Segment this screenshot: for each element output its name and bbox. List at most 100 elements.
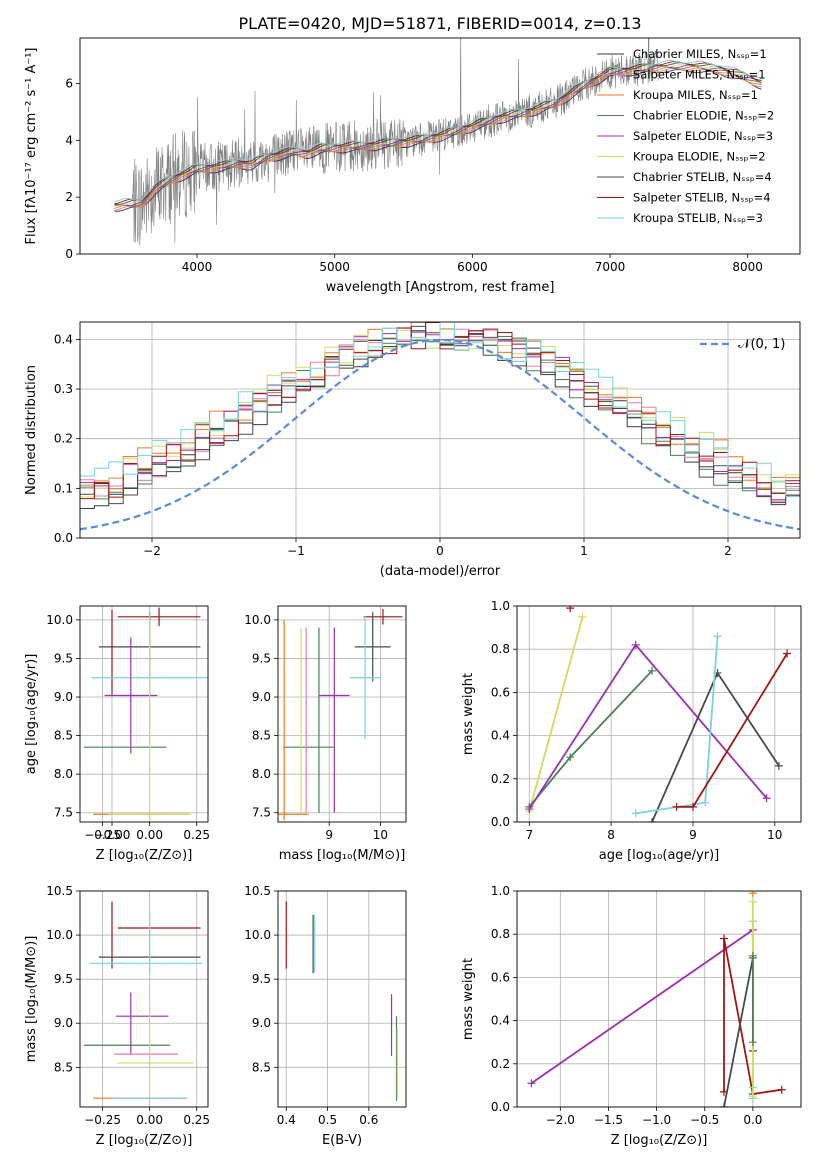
x-tick-label: 6000 xyxy=(457,260,488,274)
x-tick-label: 10 xyxy=(373,828,388,842)
y-tick-label: 2 xyxy=(65,190,73,204)
weight-marker xyxy=(648,666,657,675)
axes-frame xyxy=(79,890,209,1108)
x-axis-label: Z [log₁₀(Z/Z⊙)] xyxy=(96,1133,193,1148)
legend-label-normal: 𝒩(0, 1) xyxy=(738,337,785,352)
weight-marker xyxy=(527,1079,536,1088)
normal-curve xyxy=(80,338,800,531)
y-tick-label: 7.5 xyxy=(252,806,271,820)
axes-frame xyxy=(79,37,801,255)
weight-marker xyxy=(748,951,757,960)
weight-marker xyxy=(748,891,757,898)
weight-marker xyxy=(672,802,681,811)
panel-spectrum: 4000 5000 6000 7000 8000 0 2 4 6 wavelength [Angs… xyxy=(24,37,801,295)
x-axis-label: Z [log₁₀(Z/Z⊙)] xyxy=(611,1133,708,1148)
x-tick-label: 0.00 xyxy=(136,828,163,842)
x-tick-label: 0.00 xyxy=(136,1113,163,1127)
panel-mass-vs-Z: −0.25 0.00 0.25 8.5 9.0 9.5 10.0 10.5 Z [log₁₀(Z… xyxy=(24,884,210,1148)
axes-frame xyxy=(79,605,209,823)
weight-vs-Z-plot xyxy=(527,891,786,1107)
panel-weight-vs-Z: −2.0 −1.5 −1.0 −0.5 0.0 0.0 0.2 0.4 0.6 0.8 1.0 Z [… xyxy=(461,884,802,1148)
x-tick-label: 0.6 xyxy=(359,1113,378,1127)
y-tick-label: 7.5 xyxy=(54,806,73,820)
y-tick-label: 0.1 xyxy=(54,481,73,495)
x-tick-label: −1 xyxy=(287,544,305,558)
legend-label-0: Chabrier MILES, Nₛₛₚ=1 xyxy=(633,47,767,61)
x-tick-label: −1.0 xyxy=(642,1113,671,1127)
y-tick-label: 9.5 xyxy=(252,972,271,986)
panels: 4000 5000 6000 7000 8000 0 2 4 6 wavelength [Angs… xyxy=(24,37,802,1148)
weight-line-4 xyxy=(651,671,780,822)
y-tick-label: 10.5 xyxy=(46,884,73,898)
weight-marker xyxy=(578,612,587,621)
x-tick-label: −2 xyxy=(143,544,161,558)
y-tick-label: 0.2 xyxy=(491,772,510,786)
x-axis-label: Z [log₁₀(Z/Z⊙)] xyxy=(96,848,193,863)
y-tick-label: 8.5 xyxy=(54,1060,73,1074)
y-tick-label: 0 xyxy=(65,247,73,261)
y-tick-label: 0.6 xyxy=(491,685,510,699)
y-tick-label: 0.0 xyxy=(491,1100,510,1114)
x-tick-label: 9 xyxy=(325,828,333,842)
weight-marker xyxy=(748,897,757,906)
age-vs-mass-plot xyxy=(278,609,403,821)
y-tick-label: 0.8 xyxy=(491,927,510,941)
weight-line-0 xyxy=(530,929,754,1084)
y-tick-label: 0.4 xyxy=(491,1014,510,1028)
axes-frame xyxy=(277,605,407,823)
x-tick-label: 0.5 xyxy=(318,1113,337,1127)
legend-label-2: Kroupa MILES, Nₛₛₚ=1 xyxy=(633,88,758,102)
residual-histogram-8 xyxy=(80,322,800,497)
y-tick-label: 0.4 xyxy=(491,729,510,743)
weight-line-1 xyxy=(723,938,782,1096)
y-tick-label: 0.0 xyxy=(491,815,510,829)
y-tick-label: 10.0 xyxy=(46,928,73,942)
panel-age-vs-mass: 9 10 7.5 8.0 8.5 9.0 9.5 10.0 mass [log₁₀(M/M⊙)] xyxy=(244,605,407,863)
axes-frame xyxy=(516,890,802,1108)
y-tick-label: 9.5 xyxy=(252,651,271,665)
panel-age-vs-Z: −0.25−0.00 0.00 0.25 7.5 8.0 8.5 9.0 9.5 10.0 Z [… xyxy=(24,605,210,863)
y-tick-label: 8.0 xyxy=(252,767,271,781)
y-axis-label: age [log₁₀(age/yr)] xyxy=(24,654,39,775)
y-tick-label: 4 xyxy=(65,133,73,147)
legend-label-7: Salpeter STELIB, Nₛₛₚ=4 xyxy=(633,191,771,205)
spectrum-plot xyxy=(114,38,762,246)
y-tick-label: 9.5 xyxy=(54,651,73,665)
mass-vs-Z-plot xyxy=(83,901,203,1099)
x-tick-label: −0.25 xyxy=(84,828,121,842)
y-tick-label: 10.0 xyxy=(46,613,73,627)
observed-spectrum xyxy=(132,38,659,246)
weight-marker xyxy=(566,606,575,613)
x-axis-label: wavelength [Angstrom, rest frame] xyxy=(326,280,555,295)
weight-marker xyxy=(777,1085,786,1094)
weight-vs-age-plot xyxy=(525,606,792,822)
y-tick-label: 0.6 xyxy=(491,970,510,984)
y-tick-label: 1.0 xyxy=(491,599,510,613)
x-tick-label: −2.0 xyxy=(546,1113,575,1127)
model-spectrum-7 xyxy=(114,61,762,205)
weight-marker xyxy=(748,1092,757,1101)
y-axis-label: Normed distribution xyxy=(24,365,39,495)
weight-marker xyxy=(631,640,640,649)
weight-line-0 xyxy=(528,616,584,812)
y-tick-label: 0.2 xyxy=(491,1057,510,1071)
legend-label-1: Salpeter MILES, Nₛₛₚ=1 xyxy=(633,68,766,82)
y-tick-label: 10.0 xyxy=(244,928,271,942)
weight-marker xyxy=(713,632,722,641)
weight-marker xyxy=(701,798,710,807)
legend-label-8: Kroupa STELIB, Nₛₛₚ=3 xyxy=(633,211,763,225)
weight-line-2 xyxy=(723,957,754,1107)
weight-marker xyxy=(525,805,534,814)
y-tick-label: 0.4 xyxy=(54,332,73,346)
weight-marker xyxy=(719,1103,728,1107)
x-tick-label: 10 xyxy=(767,828,782,842)
weight-marker xyxy=(566,753,575,762)
x-tick-label: 0.25 xyxy=(183,1113,210,1127)
model-spectrum-1 xyxy=(114,67,762,211)
x-axis-label: mass [log₁₀(M/M⊙)] xyxy=(279,848,406,863)
y-axis-label: Flux [fλ10⁻¹⁷ erg cm⁻² s⁻¹ A⁻¹] xyxy=(24,48,39,245)
y-tick-label: 1.0 xyxy=(491,884,510,898)
x-tick-label: 0.4 xyxy=(277,1113,296,1127)
y-tick-label: 9.5 xyxy=(54,972,73,986)
